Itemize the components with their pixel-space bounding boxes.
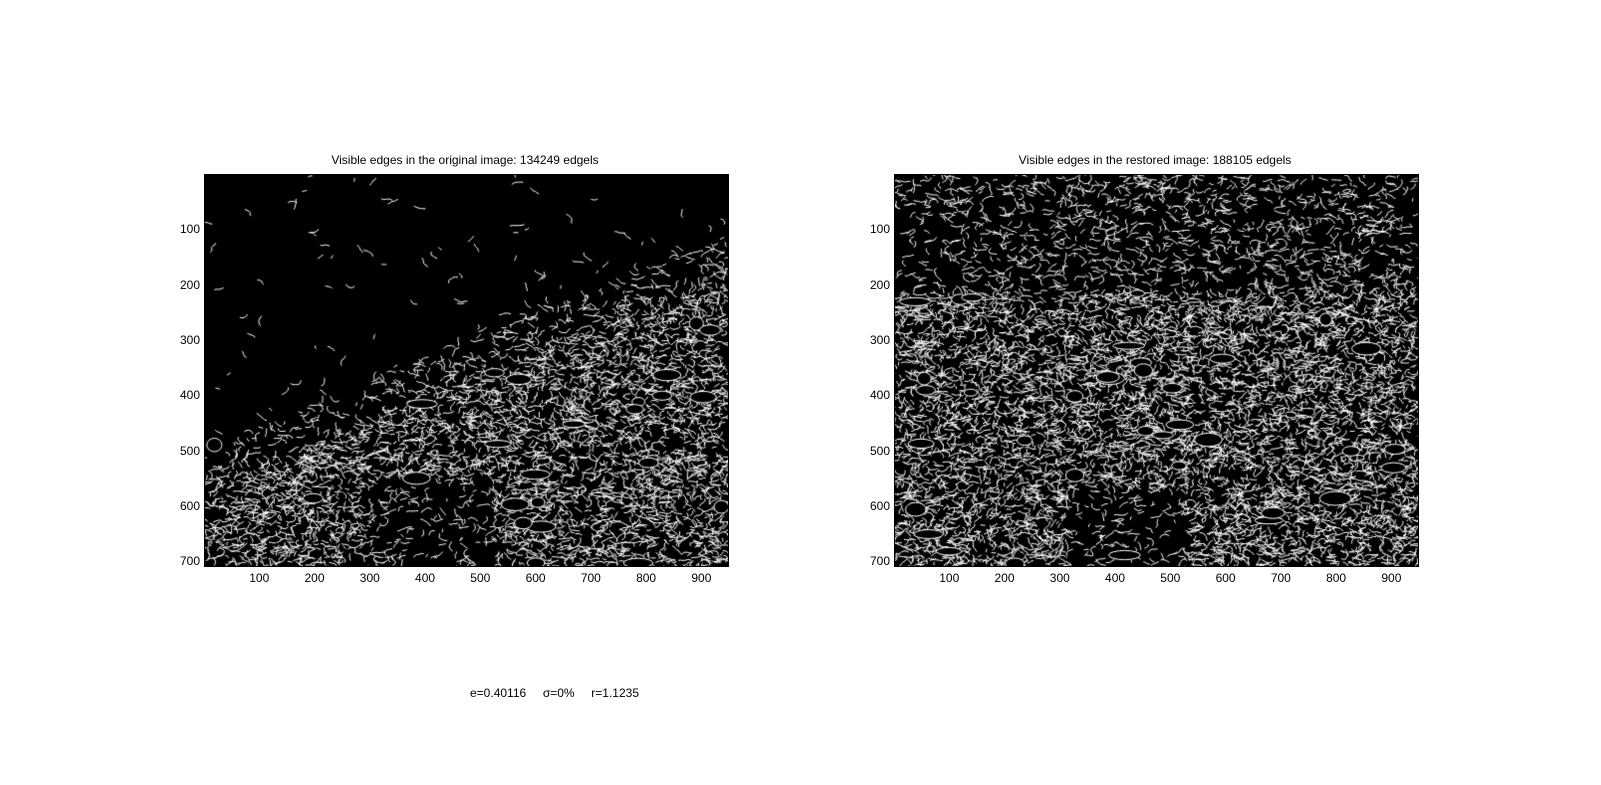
y-tick-label: 200 <box>179 277 200 292</box>
y-tick-label: 600 <box>869 499 890 514</box>
x-tick-label: 100 <box>939 571 960 585</box>
y-tick-label: 100 <box>179 222 200 237</box>
y-tick-mark <box>894 395 898 397</box>
y-tick-label: 700 <box>869 554 890 569</box>
x-tick-label: 700 <box>580 571 601 585</box>
y-tick-mark <box>204 284 208 286</box>
y-tick-label: 300 <box>179 333 200 348</box>
y-tick-mark <box>894 506 898 508</box>
x-tick-label: 500 <box>1160 571 1181 585</box>
x-tick-label: 900 <box>691 571 712 585</box>
y-tick-label: 500 <box>179 443 200 458</box>
y-tick-label: 600 <box>179 499 200 514</box>
right-edge-image <box>894 174 1419 567</box>
left-panel-title: Visible edges in the original image: 134… <box>331 153 599 167</box>
y-tick-label: 200 <box>869 277 890 292</box>
y-tick-mark <box>204 450 208 452</box>
x-tick-label: 500 <box>470 571 491 585</box>
e-value: e=0.40116 <box>470 686 527 700</box>
x-tick-label: 200 <box>304 571 325 585</box>
y-tick-mark <box>204 340 208 342</box>
x-tick-label: 800 <box>636 571 657 585</box>
y-tick-mark <box>204 561 208 563</box>
right-panel-title: Visible edges in the restored image: 188… <box>1018 153 1292 167</box>
y-tick-label: 300 <box>869 333 890 348</box>
x-tick-label: 800 <box>1326 571 1347 585</box>
y-tick-label: 100 <box>869 222 890 237</box>
y-tick-label: 700 <box>179 554 200 569</box>
r-value: r=1.1235 <box>591 686 639 700</box>
x-tick-label: 300 <box>1049 571 1070 585</box>
y-tick-mark <box>204 506 208 508</box>
y-tick-mark <box>894 284 898 286</box>
x-tick-label: 100 <box>249 571 270 585</box>
x-tick-label: 600 <box>1215 571 1236 585</box>
y-tick-label: 400 <box>179 388 200 403</box>
y-tick-mark <box>894 450 898 452</box>
y-tick-label: 500 <box>869 443 890 458</box>
y-tick-mark <box>204 229 208 231</box>
y-tick-mark <box>894 229 898 231</box>
x-tick-label: 700 <box>1270 571 1291 585</box>
y-tick-mark <box>204 395 208 397</box>
x-tick-label: 400 <box>415 571 436 585</box>
x-tick-label: 600 <box>525 571 546 585</box>
x-tick-label: 900 <box>1381 571 1402 585</box>
parameter-readout: e=0.40116 σ=0% r=1.1235 <box>470 686 639 700</box>
x-tick-label: 200 <box>994 571 1015 585</box>
x-tick-label: 300 <box>359 571 380 585</box>
y-tick-label: 400 <box>869 388 890 403</box>
y-tick-mark <box>894 561 898 563</box>
x-tick-label: 400 <box>1105 571 1126 585</box>
left-edge-image <box>204 174 729 567</box>
y-tick-mark <box>894 340 898 342</box>
sigma-value: σ=0% <box>542 686 575 700</box>
